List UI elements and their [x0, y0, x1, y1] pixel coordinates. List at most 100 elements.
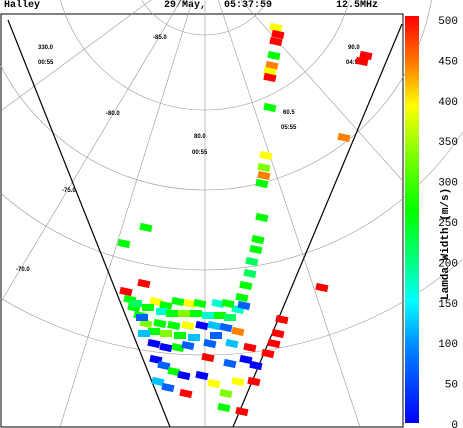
data-cell [211, 298, 225, 309]
data-cell [167, 366, 181, 377]
grid-label: 05:55 [281, 125, 297, 131]
data-cell [157, 360, 171, 371]
data-cell [139, 318, 153, 329]
data-cell [195, 370, 209, 381]
data-cell [160, 330, 172, 337]
plot-frame [0, 13, 404, 428]
colorbar-tick-label: 400 [438, 97, 458, 109]
data-cell [223, 358, 237, 369]
data-cell [224, 314, 236, 321]
data-cell [231, 326, 245, 337]
data-cell [171, 342, 185, 353]
data-cell [239, 280, 253, 291]
data-cell [249, 360, 263, 371]
data-cell [177, 370, 191, 381]
data-cell [181, 320, 195, 331]
data-cell [151, 376, 165, 387]
data-cell [225, 338, 239, 349]
data-cell [142, 304, 154, 311]
data-cell [263, 102, 277, 113]
data-cell [243, 268, 257, 279]
data-cell [166, 310, 178, 317]
grid-label: -85.0 [153, 35, 167, 41]
data-cell [235, 292, 249, 303]
data-cell [159, 300, 173, 311]
data-cell [202, 312, 214, 319]
data-cell [275, 314, 289, 325]
data-cell [251, 234, 265, 245]
data-cell [259, 150, 273, 161]
data-cell [178, 310, 190, 317]
data-cell [190, 310, 202, 317]
station-name: Halley [4, 0, 41, 11]
grid-label: -70.0 [16, 267, 30, 273]
data-cell [153, 318, 167, 329]
data-cell [137, 278, 151, 289]
data-cell [255, 212, 269, 223]
grid-label: 04:55 [346, 60, 362, 66]
data-cell [119, 286, 133, 297]
data-cell [148, 328, 160, 335]
data-cell [195, 320, 209, 331]
colorbar-tick-label: 200 [438, 258, 458, 270]
data-cell [355, 56, 369, 67]
longitude-grid [1, 0, 403, 428]
data-cell [207, 378, 221, 389]
data-cell [149, 296, 163, 307]
colorbar-scale [405, 16, 419, 423]
colorbar-tick-label: 50 [445, 380, 458, 392]
data-cell [217, 402, 231, 413]
data-cell [214, 312, 226, 319]
grid-label: 60.5 [283, 110, 295, 116]
data-cell [257, 162, 271, 173]
grid-label: 90.0 [348, 45, 360, 51]
data-cell [171, 296, 185, 307]
data-cell [159, 342, 173, 353]
data-cell [193, 298, 207, 309]
fov-boundary [7, 19, 403, 428]
colorbar-tick-label: 250 [438, 218, 458, 230]
data-cell [269, 36, 283, 47]
data-cell [219, 388, 233, 399]
data-cell [139, 222, 153, 233]
colorbar-tick-label: 450 [438, 56, 458, 68]
colorbar-tick-label: 0 [451, 420, 458, 428]
data-cell [147, 338, 161, 349]
data-cell [267, 50, 281, 61]
data-cell [359, 50, 373, 61]
colorbar-tick-label: 350 [438, 137, 458, 149]
grid-label: 00:55 [38, 60, 54, 66]
data-cell [261, 348, 275, 359]
data-cell [271, 328, 285, 339]
colorbar-tick-label: 100 [438, 339, 458, 351]
data-cell [181, 340, 195, 351]
data-cell [167, 320, 181, 331]
grid-label: -75.0 [62, 188, 76, 194]
data-cell [207, 320, 221, 331]
data-cell [130, 300, 142, 307]
data-cell [201, 352, 215, 363]
data-cell [138, 330, 150, 337]
data-cell [188, 334, 200, 341]
data-cell [203, 338, 217, 349]
scan-datetime: 29/May, 05:37:59 [164, 0, 273, 11]
data-cell [239, 354, 253, 365]
data-cell [271, 29, 285, 40]
data-cell [156, 308, 168, 315]
data-cell [269, 22, 283, 33]
data-cell [235, 406, 249, 417]
data-cells [117, 22, 373, 417]
data-cell [257, 170, 271, 181]
grid-label: 330.0 [38, 45, 54, 51]
data-cell [136, 314, 148, 321]
colorbar-tick-label: 500 [438, 16, 458, 28]
data-cell [183, 298, 197, 309]
data-cell [174, 332, 186, 339]
data-cell [255, 178, 269, 189]
grid-label: 80.0 [194, 134, 206, 140]
radar-frequency: 12.5MHz [336, 0, 379, 11]
data-cell [117, 238, 131, 249]
